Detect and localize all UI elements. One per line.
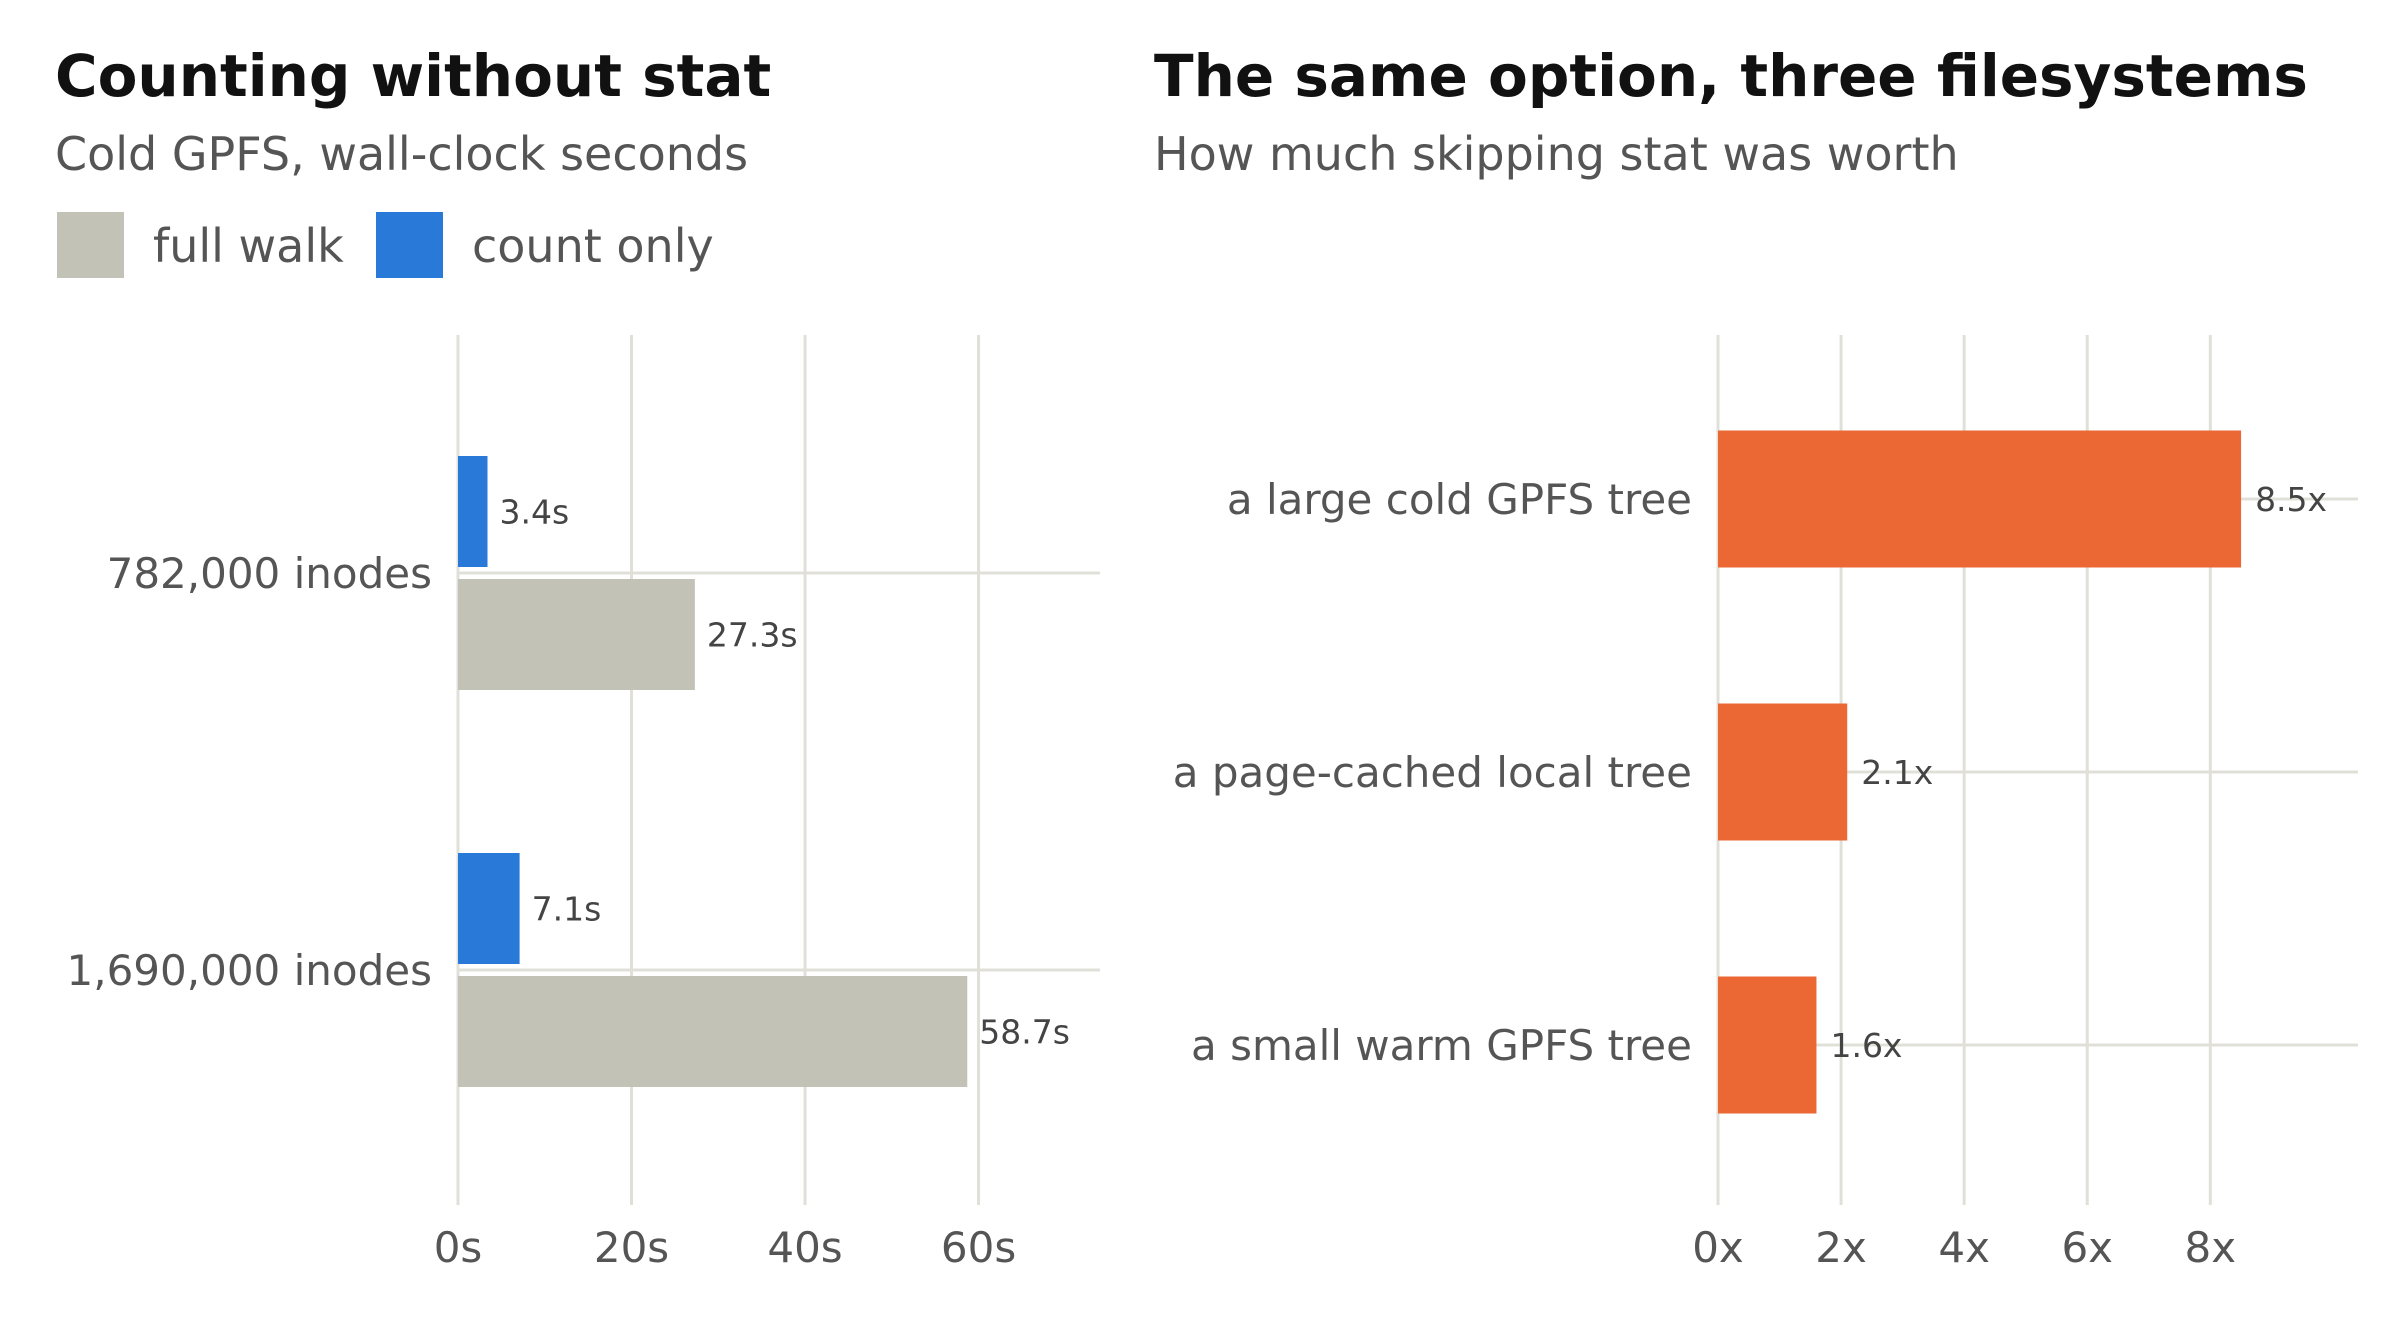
left-bar-count-only-1 — [458, 853, 520, 964]
legend-swatch-full-walk — [57, 212, 124, 278]
right-bars — [1718, 430, 2242, 1114]
left-category-label-0: 782,000 inodes — [107, 549, 432, 598]
left-chart-subtitle: Cold GPFS, wall-clock seconds — [55, 127, 748, 181]
left-x-tick-label-0: 0s — [434, 1223, 483, 1272]
right-category-label-0: a large cold GPFS tree — [1227, 475, 1692, 524]
legend-label-count-only: count only — [472, 219, 714, 273]
right-data-label-2: 1.6x — [1830, 1026, 1902, 1065]
right-data-label-0: 8.5x — [2255, 480, 2327, 519]
left-category-label-1: 1,690,000 inodes — [67, 946, 432, 995]
right-data-label-1: 2.1x — [1861, 753, 1933, 792]
right-chart-title: The same option, three filesystems — [1154, 42, 2308, 110]
legend-swatch-count-only — [376, 212, 443, 278]
left-data-label-count-only-0: 3.4s — [499, 493, 569, 532]
right-x-tick-label-0: 0x — [1692, 1223, 1744, 1272]
right-x-tick-label-4: 8x — [2185, 1223, 2237, 1272]
left-bar-full-walk-1 — [458, 976, 968, 1087]
left-labels: 0s 20s 40s 60s 782,000 inodes 1,690,000 inode… — [67, 493, 1070, 1273]
right-x-tick-label-1: 2x — [1815, 1223, 1867, 1272]
right-category-label-2: a small warm GPFS tree — [1191, 1021, 1692, 1070]
left-x-tick-label-1: 20s — [594, 1223, 669, 1272]
left-legend: full walk count only — [57, 212, 714, 278]
left-bar-count-only-0 — [458, 456, 488, 567]
left-x-tick-label-3: 60s — [941, 1223, 1016, 1272]
left-data-label-full-walk-1: 58.7s — [979, 1013, 1070, 1052]
left-chart-title: Counting without stat — [55, 42, 771, 110]
right-bar-1 — [1718, 703, 1848, 841]
left-bars — [458, 456, 968, 1087]
left-bar-full-walk-0 — [458, 579, 695, 690]
left-data-label-full-walk-0: 27.3s — [707, 616, 798, 655]
left-panel: Counting without stat Cold GPFS, wall-cl… — [55, 42, 1100, 1272]
left-x-tick-label-2: 40s — [767, 1223, 842, 1272]
left-data-label-count-only-1: 7.1s — [532, 890, 602, 929]
right-x-tick-label-2: 4x — [1938, 1223, 1990, 1272]
right-bar-0 — [1718, 430, 2242, 568]
right-chart-subtitle: How much skipping stat was worth — [1154, 127, 1959, 181]
right-x-tick-label-3: 6x — [2061, 1223, 2113, 1272]
right-panel: The same option, three filesystems How m… — [1154, 42, 2358, 1272]
legend-label-full-walk: full walk — [153, 219, 344, 273]
right-category-label-1: a page-cached local tree — [1173, 748, 1692, 797]
right-labels: 0x 2x 4x 6x 8x a large cold GPFS tree a page-c… — [1173, 475, 2327, 1272]
right-bar-2 — [1718, 976, 1817, 1114]
